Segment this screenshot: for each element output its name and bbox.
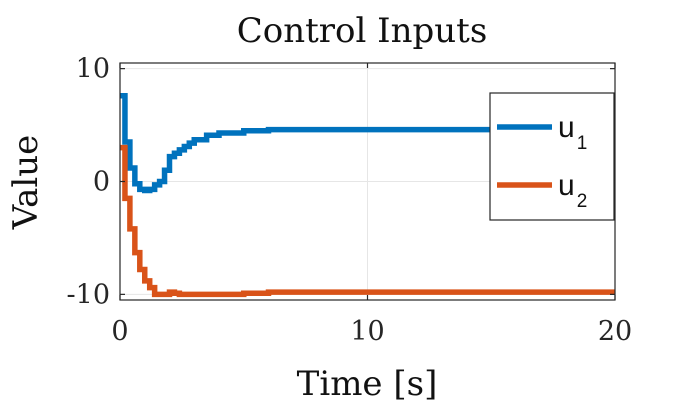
legend: u 1u 2 [489,92,615,221]
x-tick-label: 10 [350,316,384,347]
y-axis-label: Value [6,135,46,231]
legend-box [489,92,615,221]
series-line-u1 [120,92,615,194]
series-layer [120,92,615,298]
x-tick-label: 0 [111,316,128,347]
chart-title: Control Inputs [237,11,488,51]
series-line-u2 [120,144,615,298]
x-axis-label: Time [s] [297,364,438,404]
y-tick-label: 0 [93,167,110,198]
y-tick-label: 10 [76,54,110,85]
tick-marks [119,63,616,300]
x-tick-label: 20 [598,316,632,347]
y-tick-label: -10 [67,279,110,310]
